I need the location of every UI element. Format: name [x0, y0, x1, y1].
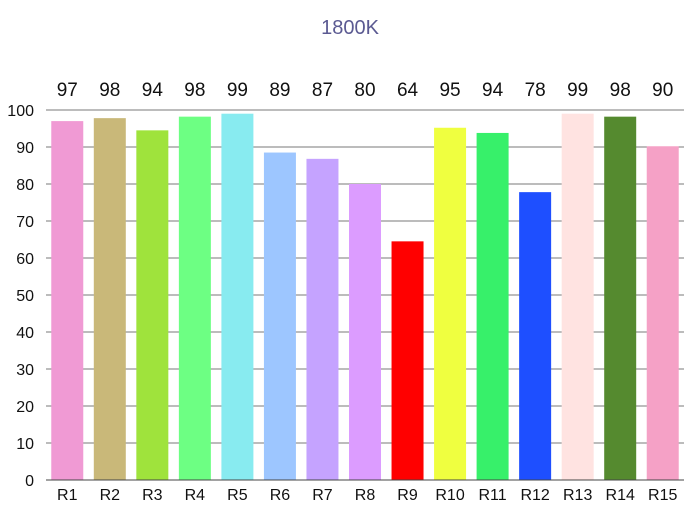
value-label-r6: 89 — [269, 80, 290, 101]
bar-r11 — [476, 132, 509, 480]
bar-r2 — [93, 118, 126, 480]
value-label-r1: 97 — [57, 80, 78, 101]
value-label-r8: 80 — [354, 80, 375, 101]
value-label-r5: 99 — [227, 80, 248, 101]
value-label-r13: 99 — [567, 80, 588, 101]
chart-title: 1800K — [321, 17, 379, 39]
category-label-r15: R15 — [648, 487, 677, 504]
category-label-r5: R5 — [227, 487, 248, 504]
category-label-r8: R8 — [355, 487, 376, 504]
bar-r3 — [136, 130, 169, 480]
value-label-r12: 78 — [525, 80, 546, 101]
value-label-r15: 90 — [652, 80, 673, 101]
category-label-r14: R14 — [606, 487, 635, 504]
value-label-r10: 95 — [439, 80, 460, 101]
value-labels: 97 98 94 98 99 89 87 80 64 95 94 78 99 98 90 — [57, 80, 674, 101]
category-label-r7: R7 — [312, 487, 333, 504]
category-label-r3: R3 — [142, 487, 163, 504]
bar-r10 — [434, 127, 467, 480]
value-label-r3: 94 — [142, 80, 164, 101]
value-label-r11: 94 — [482, 80, 504, 101]
y-tick-label: 80 — [16, 177, 34, 194]
bar-r8 — [349, 184, 381, 480]
bar-r14 — [604, 116, 637, 480]
value-label-r9: 64 — [397, 80, 419, 101]
category-label-r9: R9 — [397, 487, 418, 504]
y-tick-label: 30 — [16, 362, 34, 379]
y-tick-label: 40 — [16, 325, 34, 342]
category-label-r10: R10 — [435, 487, 464, 504]
bar-r12 — [519, 192, 552, 480]
y-tick-label: 20 — [16, 399, 34, 416]
bar-r7 — [306, 158, 339, 480]
category-label-r4: R4 — [185, 487, 206, 504]
bar-r15 — [646, 146, 679, 480]
y-tick-label: 90 — [16, 140, 34, 157]
bar-r13 — [561, 113, 594, 480]
value-label-r2: 98 — [99, 80, 120, 101]
category-label-r6: R6 — [270, 487, 291, 504]
category-label-r1: R1 — [57, 487, 78, 504]
bar-r4 — [178, 116, 211, 480]
category-label-r2: R2 — [100, 487, 121, 504]
value-label-r7: 87 — [312, 80, 333, 101]
category-label-r11: R11 — [479, 487, 507, 504]
bars — [51, 113, 679, 481]
y-tick-label: 60 — [16, 251, 34, 268]
category-label-r12: R12 — [520, 487, 549, 504]
bar-r5 — [221, 113, 254, 480]
y-tick-label: 0 — [25, 473, 34, 490]
bar-r1 — [51, 121, 84, 480]
y-axis-ticks: 0 10 20 30 40 50 60 70 80 90 100 — [7, 103, 34, 490]
y-tick-label: 10 — [16, 436, 34, 453]
value-label-r14: 98 — [610, 80, 631, 101]
category-labels: R1 R2 R3 R4 R5 R6 R7 R8 R9 R10 R11 R12 R13 R14 R15 — [57, 487, 677, 504]
y-tick-label: 70 — [16, 214, 34, 231]
category-label-r13: R13 — [563, 487, 592, 504]
y-tick-label: 50 — [16, 288, 34, 305]
value-label-r4: 98 — [184, 80, 205, 101]
bar-r9 — [391, 241, 424, 480]
bar-r6 — [263, 152, 296, 481]
y-tick-label: 100 — [7, 103, 34, 120]
